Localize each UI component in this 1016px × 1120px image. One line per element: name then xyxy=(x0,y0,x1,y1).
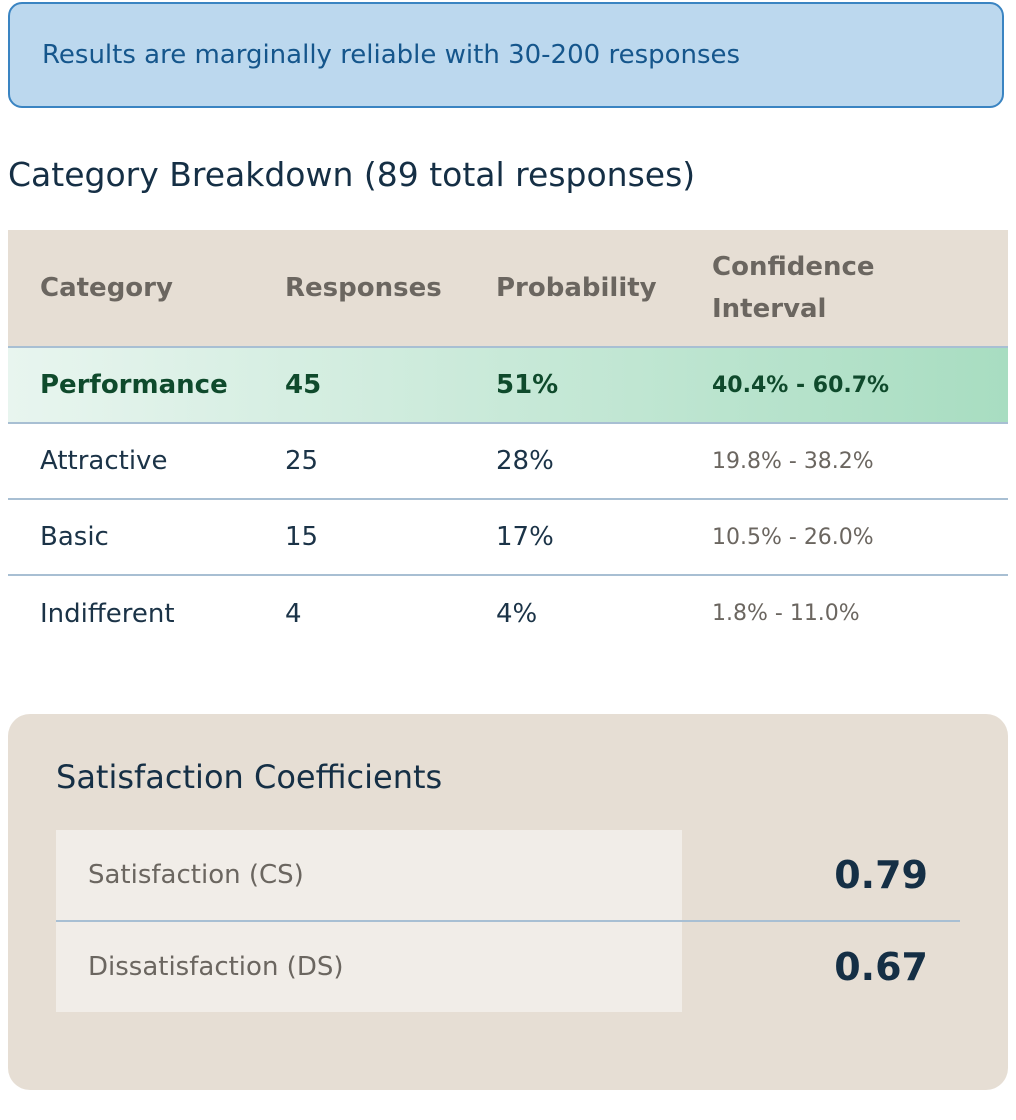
confidence-interval-cell: 19.8% - 38.2% xyxy=(680,423,1008,500)
probability-cell: 51% xyxy=(464,347,680,424)
coefficient-value: 0.67 xyxy=(834,945,928,989)
column-header-confidence-interval: Confidence Interval xyxy=(680,230,1008,348)
category-cell: Performance xyxy=(8,347,253,424)
category-cell: Attractive xyxy=(8,423,253,500)
coefficient-row-cs: Satisfaction (CS) 0.79 xyxy=(56,830,960,922)
category-breakdown-title: Category Breakdown (89 total responses) xyxy=(8,155,696,194)
table-row-basic: Basic 15 17% 10.5% - 26.0% xyxy=(8,499,1008,576)
category-cell: Basic xyxy=(8,499,253,576)
coefficient-value: 0.79 xyxy=(834,853,928,897)
confidence-interval-cell: 40.4% - 60.7% xyxy=(680,347,1008,424)
responses-cell: 45 xyxy=(253,347,464,424)
category-breakdown-table: Category Responses Probability Confidenc… xyxy=(8,230,1008,651)
coefficient-label: Satisfaction (CS) xyxy=(56,830,682,920)
satisfaction-coefficients-title: Satisfaction Coefficients xyxy=(56,758,443,796)
table-row-indifferent: Indifferent 4 4% 1.8% - 11.0% xyxy=(8,575,1008,651)
responses-cell: 4 xyxy=(285,598,302,629)
coefficient-label: Dissatisfaction (DS) xyxy=(56,922,682,1012)
probability-cell: 28% xyxy=(464,423,680,500)
table-row-performance: Performance 45 51% 40.4% - 60.7% xyxy=(8,347,1008,424)
alert-text: Results are marginally reliable with 30-… xyxy=(42,40,741,70)
confidence-interval-cell: 10.5% - 26.0% xyxy=(680,499,1008,576)
column-header-probability: Probability xyxy=(464,230,680,348)
probability-cell: 4% xyxy=(496,598,538,629)
reliability-alert: Results are marginally reliable with 30-… xyxy=(8,2,1004,108)
column-header-category: Category xyxy=(8,230,253,348)
satisfaction-coefficients-panel: Satisfaction Coefficients Satisfaction (… xyxy=(8,714,1008,1090)
table-header-row: Category Responses Probability Confidenc… xyxy=(8,230,1008,348)
category-cell: Indifferent xyxy=(40,598,175,629)
responses-cell: 15 xyxy=(253,499,464,576)
confidence-interval-cell: 1.8% - 11.0% xyxy=(712,601,860,626)
table-row-attractive: Attractive 25 28% 19.8% - 38.2% xyxy=(8,423,1008,500)
column-header-responses: Responses xyxy=(253,230,464,348)
coefficient-row-ds: Dissatisfaction (DS) 0.67 xyxy=(56,922,960,1012)
probability-cell: 17% xyxy=(464,499,680,576)
responses-cell: 25 xyxy=(253,423,464,500)
